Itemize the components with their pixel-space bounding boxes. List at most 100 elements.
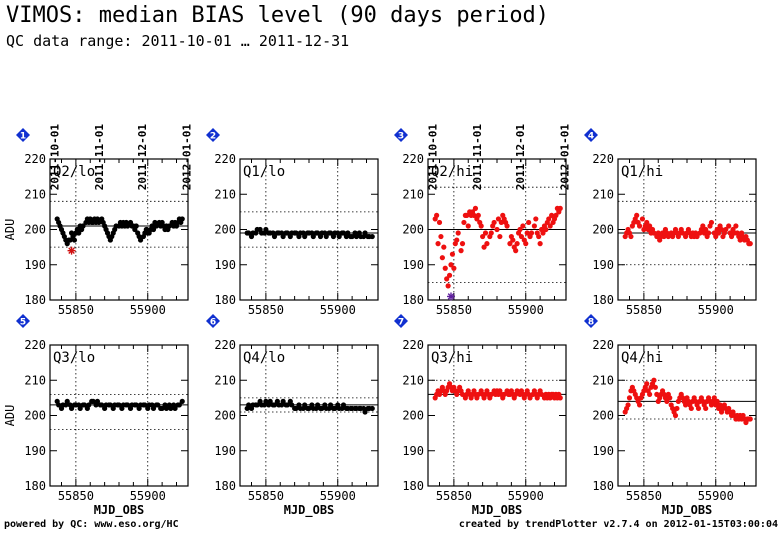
- x-axis-label: MJD_OBS: [94, 503, 145, 518]
- data-point: [434, 212, 440, 218]
- diamond-number-icon: [394, 128, 408, 142]
- x-tick-label: 55850: [436, 303, 472, 317]
- data-point: [438, 233, 444, 240]
- data-point: [674, 405, 680, 412]
- data-point: [636, 402, 643, 408]
- data-point: [56, 402, 62, 408]
- data-point: [459, 391, 466, 397]
- data-point: [125, 223, 131, 229]
- panel-5: 180 190 200 210 220 55850 55900 Q3/lo ADU MJD_OBS…: [3, 314, 189, 518]
- diamond-number-icon: [394, 314, 408, 328]
- data-point: [323, 233, 329, 240]
- x-tick-label: 55900: [698, 303, 734, 317]
- x-tick-label: 55900: [508, 303, 544, 317]
- y-tick-label: 210: [402, 373, 424, 387]
- data-point: [166, 223, 172, 229]
- date-tick-label: 2011-11-01: [471, 124, 484, 191]
- y-tick-label: 180: [214, 479, 236, 493]
- data-point: [718, 226, 725, 233]
- data-point: [315, 402, 321, 408]
- panel-badge-icon: 7: [394, 314, 408, 328]
- x-tick-label: 55850: [626, 303, 662, 317]
- data-point: [475, 212, 481, 218]
- plot-frame: [239, 344, 379, 487]
- x-tick-label: 55900: [130, 489, 166, 503]
- panel-label: Q4/hi: [621, 350, 663, 366]
- data-point: [665, 233, 671, 240]
- panel-1: 180 190 200 210 220 55850 55900 Q2/lo ADU 2011-10…: [3, 124, 194, 317]
- data-point: [538, 391, 545, 397]
- data-point: [695, 405, 702, 412]
- data-point: [284, 402, 291, 408]
- panel-3: 180 190 200 210 220 55850 55900 Q2/hi2011-10-01…: [394, 124, 572, 317]
- y-tick-label: 190: [24, 258, 46, 272]
- data-point: [284, 230, 291, 236]
- data-point: [737, 237, 743, 243]
- data-point: [77, 405, 83, 412]
- y-tick-label: 190: [402, 258, 424, 272]
- data-point: [495, 216, 502, 222]
- data-point: [289, 402, 295, 408]
- y-tick-label: 210: [214, 187, 236, 201]
- data-point: [345, 230, 351, 236]
- y-tick-label: 220: [214, 338, 236, 352]
- data-point: [293, 230, 299, 236]
- data-point: [461, 219, 467, 226]
- data-point: [672, 412, 679, 419]
- data-point: [667, 395, 673, 401]
- y-axis-label: ADU: [3, 405, 17, 427]
- data-point: [441, 244, 447, 250]
- x-tick-label: 55850: [58, 303, 94, 317]
- data-point: [263, 398, 269, 404]
- data-point: [153, 223, 159, 229]
- x-axis-label: MJD_OBS: [662, 503, 713, 518]
- data-point: [626, 395, 633, 401]
- y-tick-label: 210: [592, 373, 614, 387]
- data-point: [531, 223, 537, 229]
- data-point: [654, 391, 660, 397]
- y-axis-label: ADU: [3, 219, 17, 241]
- data-point: [728, 233, 735, 240]
- data-point: [353, 233, 360, 240]
- data-point: [116, 402, 122, 408]
- data-point: [455, 230, 461, 236]
- special-point: [447, 292, 455, 301]
- panel-number: 7: [398, 318, 404, 328]
- y-tick-label: 180: [24, 479, 46, 493]
- page-subtitle: QC data range: 2011-10-01 … 2011-12-31: [6, 32, 350, 50]
- data-point: [523, 241, 529, 247]
- plot-frame: [427, 344, 567, 487]
- data-point: [501, 391, 507, 397]
- x-tick-label: 55850: [626, 489, 662, 503]
- data-point: [507, 241, 513, 247]
- data-point: [271, 233, 278, 240]
- y-tick-label: 210: [24, 373, 46, 387]
- data-point: [71, 237, 78, 243]
- y-tick-label: 190: [402, 444, 424, 458]
- x-axis-label: MJD_OBS: [472, 503, 523, 518]
- data-point: [176, 402, 182, 408]
- data-point: [445, 283, 451, 289]
- data-point: [484, 241, 490, 247]
- x-tick-label: 55850: [436, 489, 472, 503]
- data-point: [362, 409, 368, 415]
- data-point: [520, 223, 526, 229]
- data-point: [497, 233, 503, 240]
- panel-6: 180 190 200 210 220 55850 55900 Q4/lo MJD_OBS 6: [206, 314, 379, 518]
- x-tick-label: 55850: [248, 489, 284, 503]
- data-point: [661, 233, 667, 240]
- date-tick-label: 2011-10-01: [48, 124, 61, 191]
- x-tick-label: 55900: [320, 489, 356, 503]
- data-point: [514, 241, 520, 247]
- data-point: [439, 255, 445, 261]
- data-point: [703, 405, 709, 412]
- data-point: [444, 276, 450, 282]
- data-point: [133, 223, 139, 229]
- data-point: [459, 241, 466, 247]
- data-point: [254, 402, 260, 408]
- panel-label: Q4/lo: [243, 350, 285, 366]
- data-point: [636, 223, 643, 229]
- panel-badge-icon: 5: [16, 314, 30, 328]
- data-point: [471, 212, 477, 218]
- date-tick-label: 2011-10-01: [426, 124, 439, 191]
